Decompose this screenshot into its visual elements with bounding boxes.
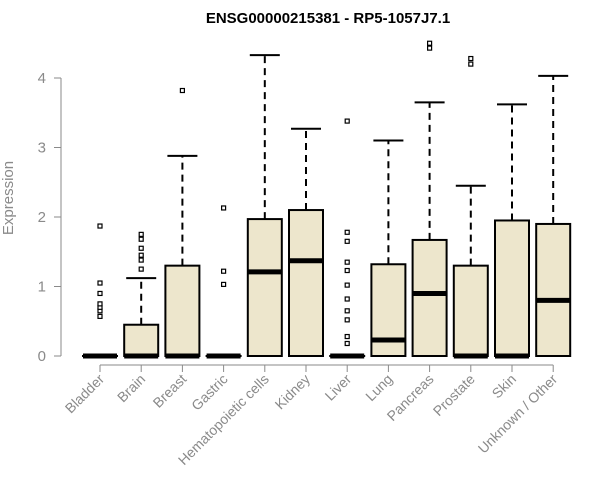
y-tick-label: 2 (38, 209, 46, 226)
outlier-point (344, 308, 350, 314)
box-rect (246, 218, 283, 357)
outlier-point (221, 205, 227, 211)
box-rect (452, 264, 489, 357)
box-kidney (288, 127, 324, 357)
box-bladder (82, 223, 118, 359)
x-tick-label: Breast (150, 371, 190, 411)
outlier-point (344, 340, 350, 347)
box-rect (494, 219, 530, 357)
outlier-point (138, 266, 144, 272)
outlier-point (97, 280, 103, 286)
outlier-point (427, 40, 433, 46)
y-tick-label: 3 (38, 140, 46, 157)
outlier-point (97, 223, 103, 229)
box-rect (535, 222, 572, 357)
box-brain (123, 231, 160, 359)
y-tick-label: 4 (38, 70, 46, 87)
outlier-point (344, 229, 350, 235)
outlier-point (97, 301, 103, 307)
outlier-point (344, 296, 350, 302)
outlier-point (138, 245, 144, 251)
outlier-point (221, 268, 227, 274)
chart-title: ENSG00000215381 - RP5-1057J7.1 (206, 10, 450, 27)
x-tick-label: Prostate (430, 371, 478, 419)
y-axis-label: Expression (0, 161, 17, 235)
box-rect (123, 323, 160, 358)
y-tick-label: 0 (38, 348, 46, 365)
outlier-point (221, 281, 227, 288)
box-lung (370, 139, 407, 358)
box-prostate (452, 55, 489, 359)
outlier-point (97, 290, 103, 297)
outlier-point (344, 282, 350, 288)
box-pancreas (411, 40, 448, 357)
x-tick-label: Lung (362, 371, 395, 404)
outlier-point (344, 267, 350, 274)
x-tick-label: Kidney (272, 371, 314, 413)
box-series (82, 40, 572, 359)
box-rect (288, 209, 324, 357)
x-tick-label: Skin (489, 371, 520, 402)
outlier-point (97, 313, 103, 319)
outlier-point (344, 333, 350, 340)
x-tick-label: Bladder (62, 371, 108, 417)
outlier-point (468, 55, 474, 62)
box-gastric (205, 205, 242, 359)
box-liver (329, 118, 366, 359)
y-tick-label: 1 (38, 279, 46, 296)
box-skin (494, 103, 530, 359)
x-tick-label: Brain (114, 371, 148, 405)
outlier-point (344, 259, 350, 265)
outlier-point (344, 238, 350, 244)
box-unknown-other (535, 74, 572, 357)
outlier-point (344, 118, 350, 124)
x-tick-label: Liver (322, 371, 355, 404)
outlier-point (344, 317, 350, 323)
outlier-point (468, 61, 474, 67)
outlier-point (138, 257, 144, 263)
outlier-point (138, 236, 144, 242)
box-rect (164, 264, 201, 357)
y-axis: 0 1 2 3 4 (38, 70, 62, 365)
outlier-point (138, 252, 144, 258)
box-rect (411, 238, 448, 357)
outlier-point (427, 45, 433, 51)
box-hematopoietic-cells (246, 54, 283, 357)
outlier-point (179, 87, 185, 94)
box-breast (164, 87, 201, 359)
outlier-point (138, 231, 144, 237)
